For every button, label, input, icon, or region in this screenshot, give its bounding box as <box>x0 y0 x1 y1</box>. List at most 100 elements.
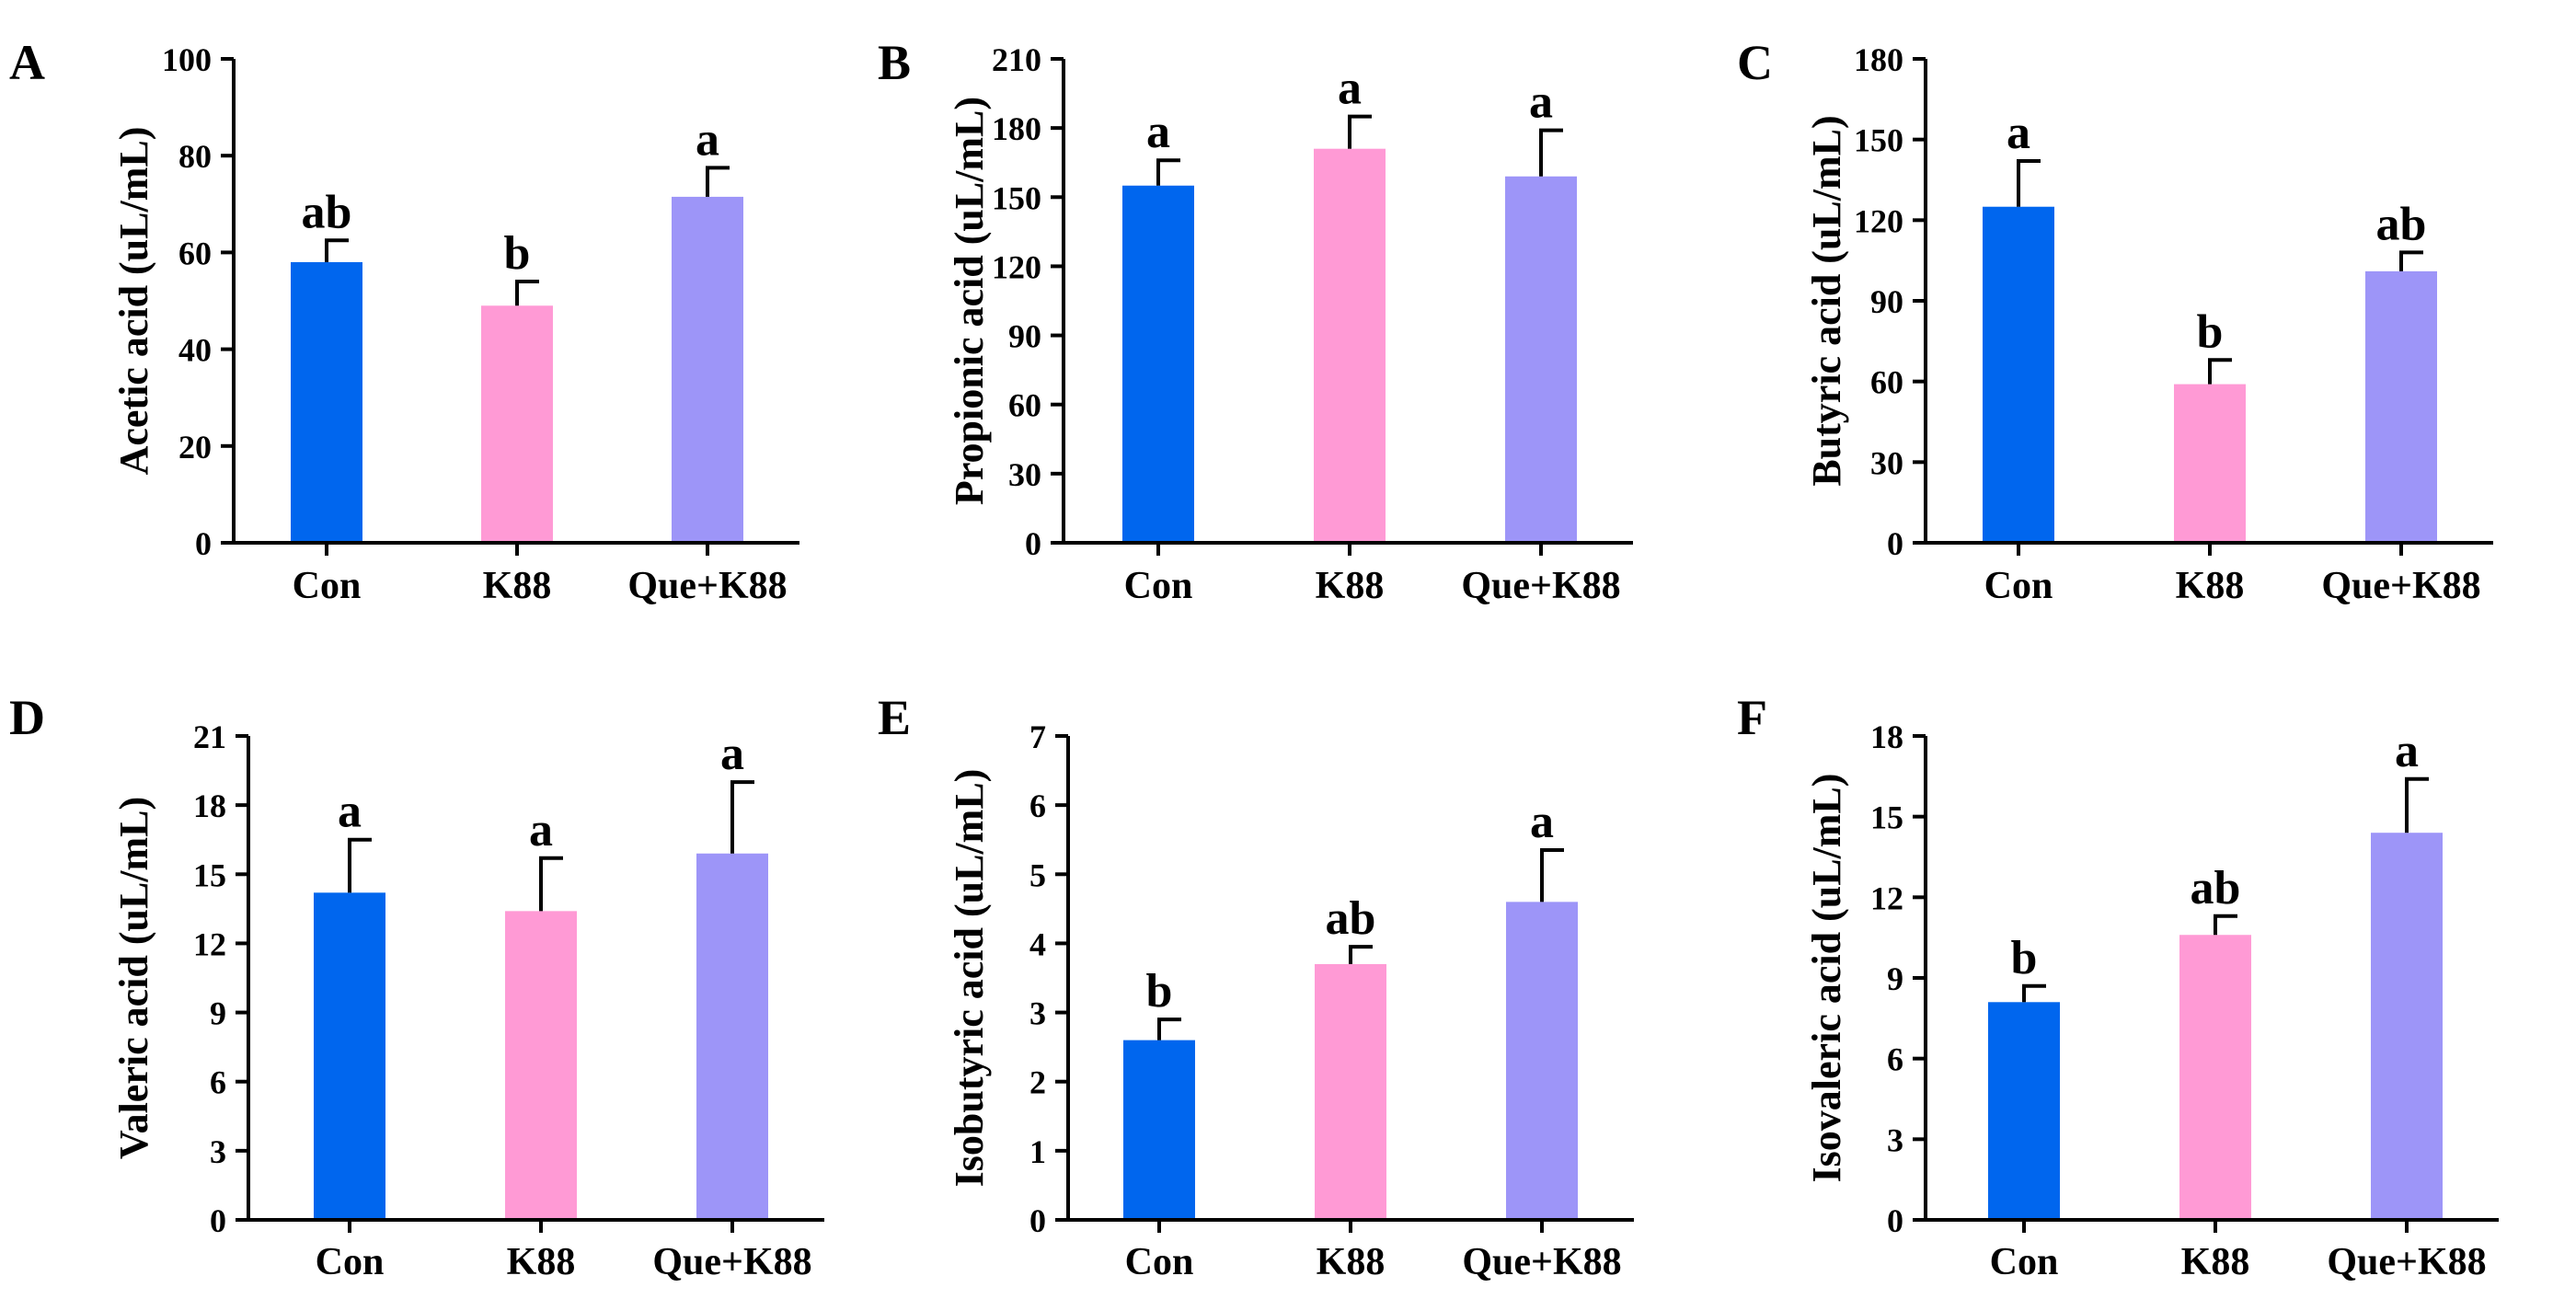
y-tick-label: 15 <box>1870 799 1903 836</box>
y-tick-label: 120 <box>992 248 1041 285</box>
y-tick-label: 80 <box>178 138 212 175</box>
significance-label: b <box>504 227 531 280</box>
panel-c: C Butyric acid (uL/mL) a Con b K88 ab Que+K88 0 3… <box>1737 35 2493 607</box>
significance-label: a <box>2395 725 2419 777</box>
y-tick-label: 180 <box>1854 41 1903 78</box>
bar <box>1122 185 1194 543</box>
y-tick-label: 60 <box>1008 387 1041 424</box>
y-tick-label: 3 <box>1887 1121 1903 1158</box>
panel-letter: A <box>9 35 45 90</box>
y-tick-label: 3 <box>210 1133 226 1170</box>
significance-label: a <box>696 113 719 166</box>
x-tick-label: K88 <box>507 1241 576 1283</box>
bar <box>481 305 553 543</box>
y-axis-label: Isobutyric acid (uL/mL) <box>947 769 992 1188</box>
panel-letter: C <box>1737 35 1773 90</box>
bar <box>1505 176 1577 543</box>
panel-letter: E <box>878 690 911 745</box>
bar <box>2365 270 2437 543</box>
bar <box>505 911 577 1220</box>
panel-e: E Isobutyric acid (uL/mL) b Con ab K88 a Que+K8… <box>878 690 1634 1283</box>
x-tick-label: Que+K88 <box>627 565 787 607</box>
significance-label: a <box>2007 107 2030 159</box>
y-tick-label: 9 <box>210 995 226 1032</box>
x-tick-label: Con <box>1984 565 2053 607</box>
bar <box>1123 1040 1195 1220</box>
y-tick-label: 60 <box>178 235 212 271</box>
panel-letter: B <box>878 35 911 90</box>
bar <box>1988 1002 2060 1220</box>
x-tick-label: Que+K88 <box>652 1241 811 1283</box>
panel-b: B Propionic acid (uL/mL) a Con a K88 a Que+K88 0… <box>878 35 1633 607</box>
y-tick-label: 1 <box>1029 1133 1046 1170</box>
bar <box>1314 148 1386 543</box>
y-axis-label: Butyric acid (uL/mL) <box>1804 115 1849 486</box>
x-tick-label: Que+K88 <box>1462 1241 1621 1283</box>
panel-letter: D <box>9 690 45 745</box>
panel-d: D Valeric acid (uL/mL) a Con a K88 a Que+K88 0 3 6… <box>9 690 824 1283</box>
y-tick-label: 21 <box>193 718 226 755</box>
y-tick-label: 5 <box>1029 856 1046 893</box>
bar <box>696 853 768 1220</box>
y-tick-label: 150 <box>992 179 1041 216</box>
x-tick-label: K88 <box>483 565 552 607</box>
significance-label: a <box>338 786 362 838</box>
significance-label: ab <box>302 186 352 238</box>
significance-label: ab <box>2191 862 2241 914</box>
y-tick-label: 9 <box>1887 960 1903 997</box>
y-tick-label: 0 <box>1887 1202 1903 1239</box>
panel-f: F Isovaleric acid (uL/mL) b Con ab K88 a Que+K8… <box>1737 690 2499 1283</box>
y-tick-label: 4 <box>1029 925 1046 962</box>
significance-label: b <box>2197 305 2224 358</box>
significance-label: b <box>1146 965 1173 1017</box>
bar <box>314 892 385 1220</box>
y-tick-label: 150 <box>1854 122 1903 159</box>
bar <box>2179 935 2251 1220</box>
y-tick-label: 0 <box>1887 525 1903 562</box>
x-tick-label: Con <box>1990 1241 2059 1283</box>
x-tick-label: K88 <box>1316 565 1385 607</box>
significance-label: ab <box>2376 198 2427 250</box>
y-tick-label: 0 <box>1029 1202 1046 1239</box>
y-tick-label: 100 <box>162 41 212 78</box>
y-tick-label: 3 <box>1029 995 1046 1032</box>
y-tick-label: 7 <box>1029 718 1046 755</box>
x-tick-label: Que+K88 <box>1461 565 1620 607</box>
significance-label: a <box>720 728 744 780</box>
y-tick-label: 30 <box>1008 456 1041 493</box>
x-tick-label: K88 <box>1317 1241 1386 1283</box>
significance-label: a <box>1530 796 1554 848</box>
y-tick-label: 6 <box>210 1064 226 1101</box>
y-tick-label: 90 <box>1008 318 1041 355</box>
x-tick-label: Con <box>1125 1241 1194 1283</box>
significance-label: b <box>2011 932 2038 984</box>
y-tick-label: 15 <box>193 856 226 893</box>
bar <box>1315 963 1386 1220</box>
bar <box>1506 902 1578 1220</box>
significance-label: a <box>1338 63 1362 115</box>
x-tick-label: Con <box>293 565 362 607</box>
y-tick-label: 2 <box>1029 1064 1046 1101</box>
y-tick-label: 30 <box>1870 444 1903 481</box>
panel-letter: F <box>1737 690 1767 745</box>
bar <box>672 196 743 543</box>
significance-label: a <box>1146 106 1170 158</box>
bar <box>2174 384 2246 543</box>
y-tick-label: 210 <box>992 41 1041 78</box>
y-tick-label: 40 <box>178 332 212 369</box>
y-tick-label: 18 <box>193 787 226 824</box>
y-tick-label: 0 <box>210 1202 226 1239</box>
y-tick-label: 0 <box>1025 525 1041 562</box>
bar <box>291 261 362 543</box>
y-tick-label: 6 <box>1029 787 1046 824</box>
y-tick-label: 6 <box>1887 1041 1903 1078</box>
y-tick-label: 0 <box>195 525 212 562</box>
y-tick-label: 120 <box>1854 202 1903 239</box>
x-tick-label: Con <box>316 1241 385 1283</box>
panel-a: A Acetic acid (uL/mL) ab Con b K88 a Que+K88 0 20… <box>9 35 799 607</box>
bar <box>2371 833 2443 1220</box>
y-tick-label: 18 <box>1870 718 1903 755</box>
y-tick-label: 180 <box>992 110 1041 147</box>
x-tick-label: Que+K88 <box>2327 1241 2486 1283</box>
